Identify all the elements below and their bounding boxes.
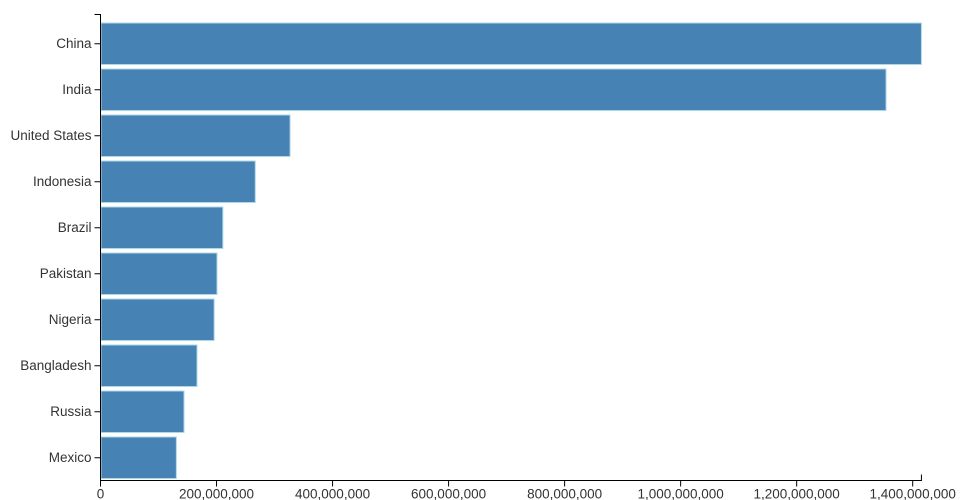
- x-tick-label-2: 400,000,000: [295, 487, 370, 500]
- x-axis: 0 200,000,000 400,000,000 600,000,000 800,00…: [97, 474, 956, 500]
- x-tick-label-6: 1,200,000,000: [753, 487, 839, 500]
- x-tick-label-0: 0: [97, 487, 105, 500]
- x-tick-label-5: 1,000,000,000: [637, 487, 723, 500]
- y-tick-label-brazil: Brazil: [58, 220, 92, 235]
- bar-pakistan: [100, 252, 218, 295]
- y-tick-label-pakistan: Pakistan: [40, 266, 92, 281]
- y-tick-label-india: India: [62, 82, 92, 97]
- x-tick-label-7: 1,400,000,000: [870, 487, 956, 500]
- y-tick-label-united-states: United States: [10, 128, 91, 143]
- y-tick-label-russia: Russia: [50, 404, 92, 419]
- x-axis-line: [100, 474, 922, 481]
- y-tick-label-nigeria: Nigeria: [49, 312, 92, 327]
- x-tick-label-3: 600,000,000: [411, 487, 486, 500]
- bar-russia: [100, 390, 185, 433]
- bar-mexico: [100, 436, 177, 479]
- bar-brazil: [100, 206, 224, 249]
- y-axis: China India United States Indonesia Brazil Pa…: [10, 14, 101, 481]
- bar-bangladesh: [100, 344, 198, 387]
- y-tick-label-bangladesh: Bangladesh: [20, 358, 91, 373]
- y-tick-label-mexico: Mexico: [49, 450, 92, 465]
- bar-nigeria: [100, 298, 215, 341]
- bar-india: [100, 68, 887, 111]
- y-tick-label-indonesia: Indonesia: [33, 174, 92, 189]
- bar-united-states: [100, 114, 291, 157]
- y-axis-line: [94, 14, 101, 481]
- bar-china: [100, 22, 922, 65]
- bar-indonesia: [100, 160, 256, 203]
- x-tick-label-4: 800,000,000: [527, 487, 602, 500]
- y-tick-label-china: China: [56, 36, 92, 51]
- x-tick-label-1: 200,000,000: [179, 487, 254, 500]
- bars-group: [100, 22, 922, 479]
